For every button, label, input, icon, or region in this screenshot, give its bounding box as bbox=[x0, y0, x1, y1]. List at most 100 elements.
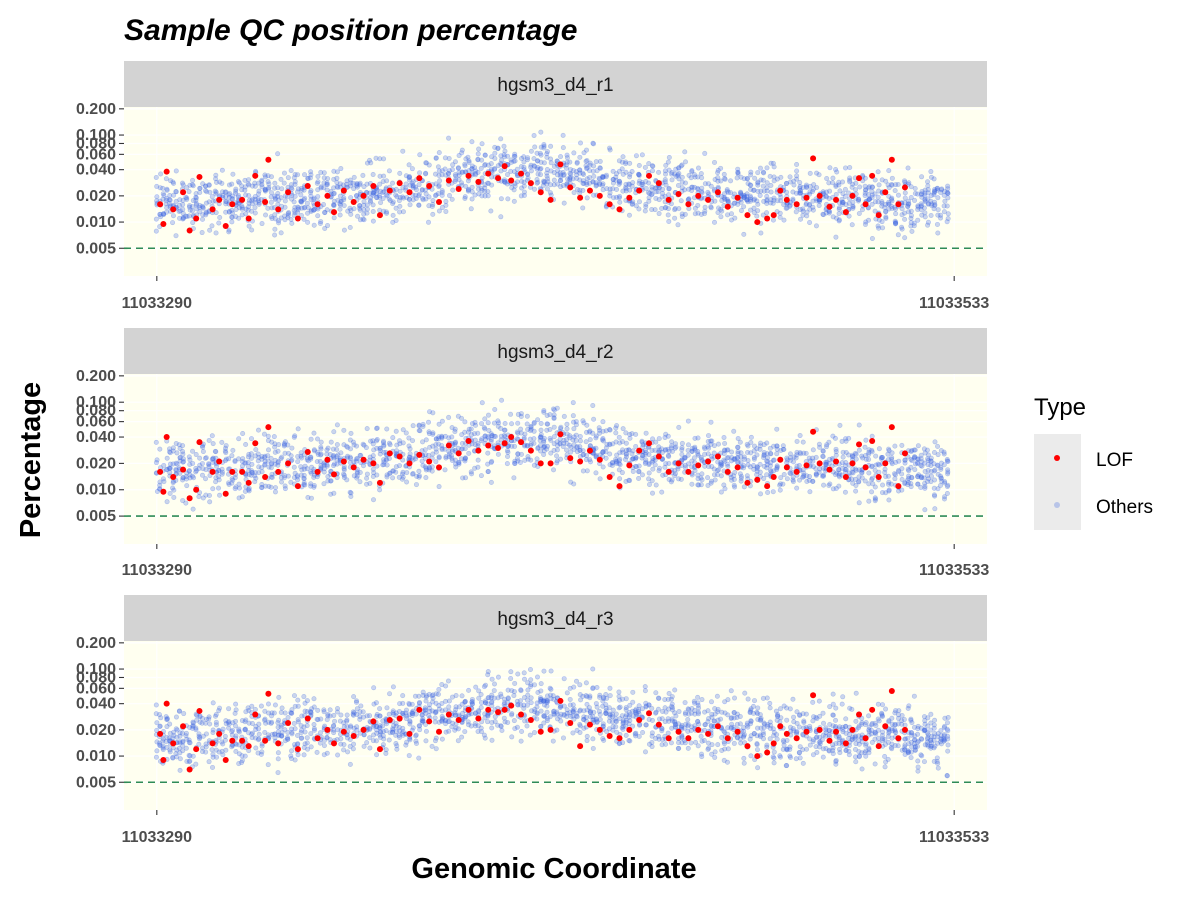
lof-point bbox=[527, 180, 534, 187]
others-point bbox=[912, 197, 918, 203]
lof-point bbox=[475, 447, 482, 454]
others-point bbox=[301, 480, 307, 486]
lof-point bbox=[360, 192, 367, 199]
others-point bbox=[288, 168, 294, 174]
others-point bbox=[410, 438, 416, 444]
others-point bbox=[167, 721, 173, 727]
others-point bbox=[354, 193, 360, 199]
others-point bbox=[250, 196, 256, 202]
others-point bbox=[439, 188, 445, 194]
others-point bbox=[656, 695, 662, 701]
others-point bbox=[321, 481, 327, 487]
others-point bbox=[469, 166, 475, 172]
others-point bbox=[731, 200, 737, 206]
others-point bbox=[837, 422, 843, 428]
others-point bbox=[570, 400, 576, 406]
others-point bbox=[485, 189, 491, 195]
others-point bbox=[281, 180, 287, 186]
others-point bbox=[899, 471, 905, 477]
others-point bbox=[322, 210, 328, 216]
others-point bbox=[702, 208, 708, 214]
others-point bbox=[616, 434, 622, 440]
others-point bbox=[416, 755, 422, 761]
others-point bbox=[718, 206, 724, 212]
others-point bbox=[223, 201, 229, 207]
others-point bbox=[370, 172, 376, 178]
others-point bbox=[512, 183, 518, 189]
others-point bbox=[291, 175, 297, 181]
others-point bbox=[214, 754, 220, 760]
others-point bbox=[331, 176, 337, 182]
lof-point bbox=[376, 479, 383, 486]
others-point bbox=[325, 223, 331, 229]
others-point bbox=[468, 426, 474, 432]
others-point bbox=[883, 214, 889, 220]
others-point bbox=[718, 489, 724, 495]
others-point bbox=[170, 220, 176, 226]
others-point bbox=[892, 218, 898, 224]
others-point bbox=[472, 422, 478, 428]
others-point bbox=[275, 193, 281, 199]
others-point bbox=[531, 156, 537, 162]
others-point bbox=[222, 733, 228, 739]
lof-point bbox=[833, 458, 840, 465]
others-point bbox=[171, 180, 177, 186]
others-point bbox=[450, 162, 456, 168]
others-point bbox=[206, 461, 212, 467]
others-point bbox=[478, 691, 484, 697]
others-point bbox=[171, 494, 177, 500]
others-point bbox=[429, 464, 435, 470]
others-point bbox=[305, 205, 311, 211]
others-point bbox=[859, 470, 865, 476]
others-point bbox=[501, 427, 507, 433]
others-point bbox=[272, 216, 278, 222]
others-point bbox=[639, 152, 645, 158]
others-point bbox=[478, 473, 484, 479]
others-point bbox=[299, 198, 305, 204]
others-point bbox=[557, 170, 563, 176]
others-point bbox=[675, 182, 681, 188]
others-point bbox=[285, 715, 291, 721]
others-point bbox=[560, 444, 566, 450]
others-point bbox=[423, 160, 429, 166]
others-point bbox=[583, 439, 589, 445]
others-point bbox=[197, 209, 203, 215]
others-point bbox=[499, 157, 505, 163]
others-point bbox=[626, 447, 632, 453]
others-point bbox=[517, 460, 523, 466]
others-point bbox=[344, 178, 350, 184]
others-point bbox=[656, 465, 662, 471]
others-point bbox=[528, 168, 534, 174]
others-point bbox=[718, 165, 724, 171]
others-point bbox=[272, 489, 278, 495]
others-point bbox=[744, 473, 750, 479]
others-point bbox=[637, 178, 643, 184]
others-point bbox=[679, 211, 685, 217]
others-point bbox=[279, 454, 285, 460]
others-point bbox=[288, 216, 294, 222]
others-point bbox=[347, 183, 353, 189]
others-point bbox=[765, 455, 771, 461]
others-point bbox=[593, 470, 599, 476]
others-point bbox=[174, 450, 180, 456]
others-point bbox=[732, 191, 738, 197]
lof-point bbox=[416, 451, 423, 458]
lof-point bbox=[770, 212, 777, 219]
others-point bbox=[600, 187, 606, 193]
lof-point bbox=[596, 456, 603, 463]
others-point bbox=[538, 420, 544, 426]
others-point bbox=[591, 173, 597, 179]
others-point bbox=[233, 186, 239, 192]
others-point bbox=[380, 742, 386, 748]
others-point bbox=[285, 215, 291, 221]
others-point bbox=[541, 145, 547, 151]
others-point bbox=[153, 702, 159, 708]
others-point bbox=[233, 214, 239, 220]
lof-point bbox=[816, 460, 823, 467]
others-point bbox=[269, 474, 275, 480]
others-point bbox=[469, 196, 475, 202]
others-point bbox=[449, 434, 455, 440]
others-point bbox=[308, 208, 314, 214]
others-point bbox=[390, 201, 396, 207]
others-point bbox=[676, 206, 682, 212]
